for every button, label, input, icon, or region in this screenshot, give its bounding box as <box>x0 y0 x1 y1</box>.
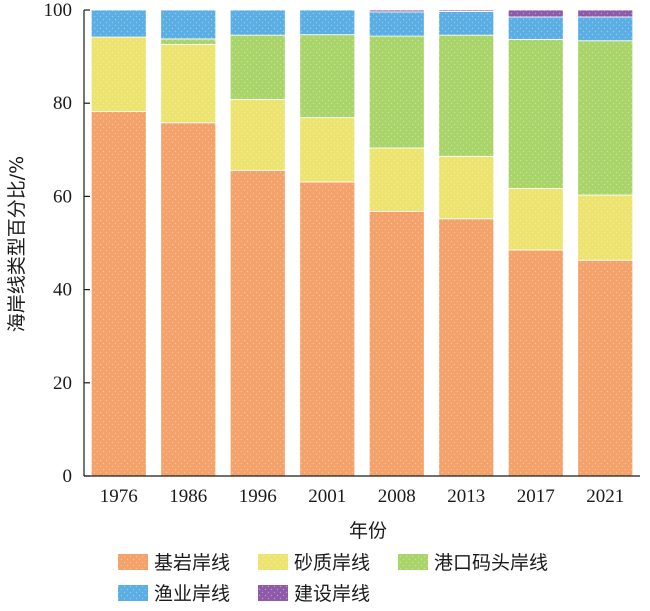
bar-texture-2013-series-0 <box>438 218 494 476</box>
legend-label: 基岩岸线 <box>154 552 230 574</box>
y-tick-label: 100 <box>44 0 73 21</box>
bar-texture-1976-series-3 <box>91 10 147 38</box>
bar-texture-2013-series-2 <box>438 35 494 157</box>
bar-texture-2021-series-1 <box>577 195 633 261</box>
bar-texture-2017-series-1 <box>508 188 564 250</box>
x-tick-label: 2001 <box>308 486 346 507</box>
bar-texture-2008-series-3 <box>369 11 425 37</box>
bar-texture-2008-series-0 <box>369 211 425 476</box>
bar-texture-2008-series-1 <box>369 147 425 212</box>
legend-label: 渔业岸线 <box>154 583 230 605</box>
tick-labels-group: 0 20 40 60 80 100 1976 1986 1996 2001 2008 2013 2017… <box>44 0 625 507</box>
x-tick-label: 2017 <box>517 486 555 507</box>
bar-texture-1996-series-2 <box>230 35 286 100</box>
bar-texture-2021-series-2 <box>577 40 633 196</box>
y-tick-label: 60 <box>53 186 72 207</box>
bars-group <box>90 9 634 477</box>
y-axis-title: 海岸线类型百分比/% <box>6 156 28 332</box>
legend-swatch-texture <box>118 554 148 570</box>
y-tick-label: 40 <box>53 280 72 301</box>
bar-texture-2001-series-1 <box>299 117 355 182</box>
y-tick-label: 0 <box>63 466 73 487</box>
y-tick-label: 80 <box>53 93 72 114</box>
bar-texture-1986-series-1 <box>160 44 216 123</box>
bar-texture-1986-series-2 <box>160 38 216 45</box>
legend-label: 港口码头岸线 <box>434 552 548 574</box>
bar-texture-1996-series-3 <box>230 10 286 36</box>
legend-label: 建设岸线 <box>294 583 370 605</box>
x-axis-title: 年份 <box>349 520 387 542</box>
bar-texture-2001-series-3 <box>299 10 355 35</box>
bar-texture-2013-series-3 <box>438 11 494 36</box>
y-tick-label: 20 <box>53 373 72 394</box>
bar-texture-1996-series-0 <box>230 170 286 477</box>
bar-texture-2021-series-3 <box>577 16 633 41</box>
bar-texture-2017-series-4 <box>508 10 564 17</box>
x-tick-label: 1976 <box>100 486 138 507</box>
bar-texture-2008-series-4 <box>369 10 425 12</box>
bar-texture-2001-series-2 <box>299 34 355 118</box>
legend-label: 砂质岸线 <box>294 552 370 574</box>
x-tick-label: 2013 <box>447 486 485 507</box>
bar-texture-1976-series-1 <box>91 37 147 112</box>
legend-swatch-texture <box>398 554 428 570</box>
x-tick-label: 1986 <box>169 486 207 507</box>
x-tick-label: 2008 <box>378 486 416 507</box>
axes-group <box>83 9 640 477</box>
bar-texture-1976-series-0 <box>91 111 147 476</box>
legend-swatch-texture <box>258 554 288 570</box>
bar-texture-2021-series-4 <box>577 10 633 17</box>
bar-texture-2017-series-0 <box>508 249 564 476</box>
bar-texture-1996-series-1 <box>230 99 286 171</box>
bar-texture-2017-series-2 <box>508 39 564 189</box>
legend-swatch-texture <box>118 585 148 601</box>
legend-swatch-texture <box>258 585 288 601</box>
x-tick-label: 2021 <box>586 486 624 507</box>
bar-texture-2013-series-4 <box>438 10 494 12</box>
x-tick-label: 1996 <box>239 486 277 507</box>
bar-texture-1986-series-3 <box>160 10 216 39</box>
bar-texture-2001-series-0 <box>299 181 355 476</box>
bar-texture-2021-series-0 <box>577 260 633 476</box>
bar-texture-2017-series-3 <box>508 16 564 40</box>
bar-texture-2013-series-1 <box>438 156 494 219</box>
bar-texture-2008-series-2 <box>369 36 425 148</box>
bar-texture-1986-series-0 <box>160 122 216 477</box>
